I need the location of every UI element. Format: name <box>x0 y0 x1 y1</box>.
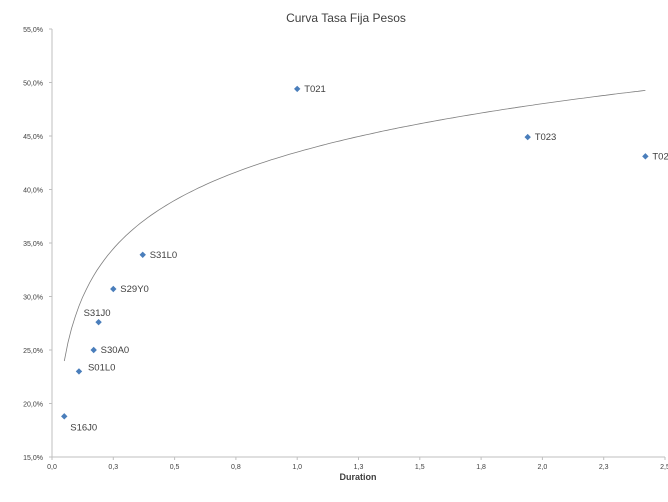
data-point-label: T021 <box>304 84 326 95</box>
x-tick-label: 0,3 <box>108 464 118 471</box>
data-point-marker <box>524 133 531 141</box>
y-tick-label: 55,0% <box>23 27 43 34</box>
x-tick-label: 2,3 <box>599 464 609 471</box>
y-tick-label: 30,0% <box>23 295 43 302</box>
x-tick-label: 1,3 <box>354 464 364 471</box>
data-point-label: S29Y0 <box>120 284 149 295</box>
data-point-label: S31J0 <box>84 308 111 319</box>
y-tick-label: 25,0% <box>23 348 43 355</box>
data-point-marker <box>90 346 97 354</box>
y-tick-label: 45,0% <box>23 134 43 141</box>
trendline-layer <box>63 90 646 362</box>
data-point-marker <box>294 85 301 93</box>
x-tick-label: 2,5 <box>660 464 668 471</box>
x-tick-label: 1,5 <box>415 464 425 471</box>
y-tick-label: 15,0% <box>23 455 43 462</box>
data-point-label: S31L0 <box>150 250 177 261</box>
y-tick-label: 20,0% <box>23 402 43 409</box>
x-tick-label: 1,8 <box>476 464 486 471</box>
data-point-label: S16J0 <box>70 422 97 433</box>
data-point-marker <box>75 368 83 375</box>
x-axis-label: Duration <box>340 472 377 482</box>
data-point-marker <box>642 153 649 160</box>
data-point-label: S30A0 <box>101 345 130 356</box>
data-point-label: T023 <box>535 132 557 143</box>
x-tick-label: 0,0 <box>47 464 57 471</box>
y-tick-label: 50,0% <box>23 81 43 88</box>
x-tick-label: 2,0 <box>538 464 548 471</box>
data-point-marker <box>139 251 146 258</box>
x-tick-label: 1,0 <box>292 464 302 471</box>
x-tick-label: 0,8 <box>231 464 241 471</box>
trendline <box>63 90 646 362</box>
x-tick-label: 0,5 <box>170 464 180 471</box>
data-point-label: T026 <box>652 151 668 162</box>
data-point-marker <box>95 318 102 326</box>
data-points: S16J0 S01L0 S30A0 S31J0 S29Y0 S31L0 T021 T023 T0… <box>61 84 668 433</box>
y-tick-label: 35,0% <box>23 241 43 248</box>
y-tick-label: 40,0% <box>23 188 43 195</box>
data-point-marker <box>110 285 117 293</box>
chart-title: Curva Tasa Fija Pesos <box>286 11 406 25</box>
data-point-label: S01L0 <box>88 362 115 373</box>
data-point-marker <box>61 413 68 420</box>
axes: 15,0% 20,0% 25,0% 30,0% 35,0% 40,0% 45,0% 50,0%… <box>23 27 668 471</box>
